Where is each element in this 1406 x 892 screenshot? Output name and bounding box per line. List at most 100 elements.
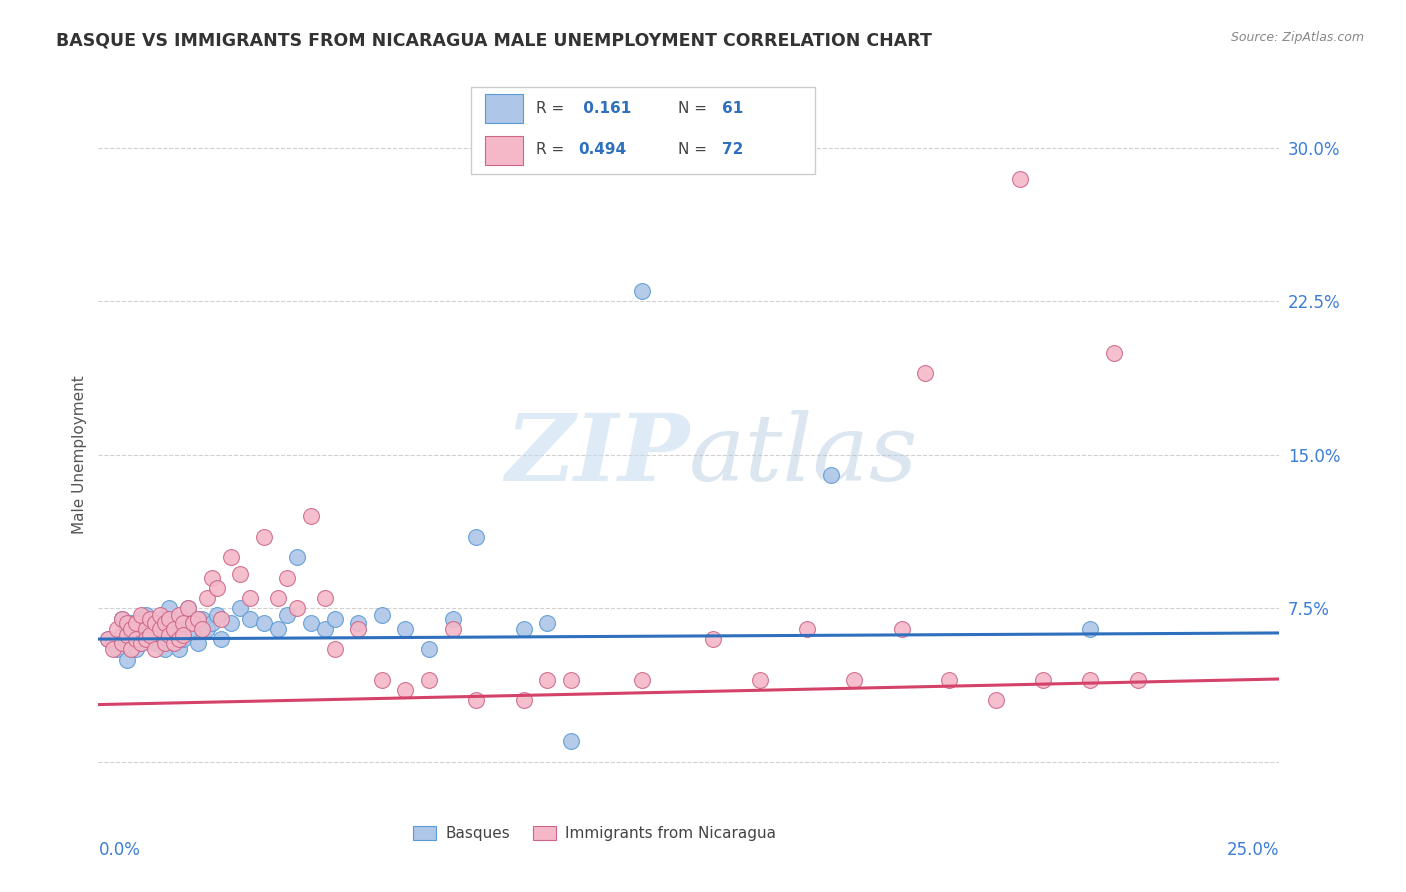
Point [172,612,194,626]
Point [121,642,143,657]
Point [157,632,180,646]
Point [101,636,124,650]
Point [465,693,488,707]
Text: Source: ZipAtlas.com: Source: ZipAtlas.com [1230,31,1364,45]
Point [201,615,224,630]
Point [394,683,416,698]
Point [276,607,298,622]
Point [441,622,464,636]
Point [323,642,346,657]
Point [149,607,172,622]
FancyBboxPatch shape [471,87,815,174]
Point [129,636,152,650]
Point [394,622,416,636]
Point [125,642,148,657]
Point [630,673,652,687]
Point [143,615,166,630]
Point [938,673,960,687]
Point [121,622,143,636]
Point [253,530,276,544]
Point [536,615,558,630]
Point [149,622,172,636]
Text: N =: N = [678,143,711,157]
Point [195,591,218,606]
Point [219,615,242,630]
Point [181,615,204,630]
Point [1008,171,1031,186]
Point [172,615,194,630]
Point [209,612,232,626]
Point [157,601,180,615]
Point [139,615,162,630]
Point [143,622,166,636]
Point [285,601,308,615]
Text: N =: N = [678,102,711,116]
Point [820,468,842,483]
Point [1080,673,1102,687]
Point [323,612,346,626]
Text: 61: 61 [723,102,744,116]
Point [139,632,162,646]
Point [844,673,866,687]
Point [135,622,157,636]
Point [1032,673,1054,687]
Point [115,622,138,636]
Point [172,632,194,646]
Point [796,622,818,636]
FancyBboxPatch shape [485,95,523,123]
Point [167,622,190,636]
Point [1102,345,1125,359]
Point [111,636,134,650]
Point [512,693,534,707]
Point [314,622,336,636]
Point [163,622,186,636]
Point [267,591,290,606]
Point [101,642,124,657]
Point [129,607,152,622]
Point [299,509,322,524]
Point [195,622,218,636]
Text: 72: 72 [723,143,744,157]
Point [314,591,336,606]
Point [229,566,252,581]
Point [512,622,534,636]
Point [125,632,148,646]
Point [153,615,176,630]
Point [702,632,724,646]
Point [135,632,157,646]
Point [139,628,162,642]
Point [253,615,276,630]
Text: 0.494: 0.494 [578,143,626,157]
Point [441,612,464,626]
Point [347,615,370,630]
Point [371,673,394,687]
Text: BASQUE VS IMMIGRANTS FROM NICARAGUA MALE UNEMPLOYMENT CORRELATION CHART: BASQUE VS IMMIGRANTS FROM NICARAGUA MALE… [56,31,932,49]
Point [914,366,936,380]
Point [105,642,128,657]
Point [181,622,204,636]
Point [187,612,209,626]
Point [191,612,214,626]
Point [115,652,138,666]
Point [111,628,134,642]
Point [890,622,912,636]
Point [143,636,166,650]
Point [115,615,138,630]
FancyBboxPatch shape [485,136,523,165]
Point [219,550,242,565]
Text: 25.0%: 25.0% [1227,841,1279,859]
Point [276,571,298,585]
Text: R =: R = [537,143,569,157]
Point [229,601,252,615]
Point [172,628,194,642]
Point [177,601,200,615]
Point [163,615,186,630]
Y-axis label: Male Unemployment: Male Unemployment [72,376,87,534]
Point [111,612,134,626]
Legend: Basques, Immigrants from Nicaragua: Basques, Immigrants from Nicaragua [406,820,782,847]
Point [157,628,180,642]
Point [560,673,582,687]
Point [536,673,558,687]
Point [347,622,370,636]
Point [139,612,162,626]
